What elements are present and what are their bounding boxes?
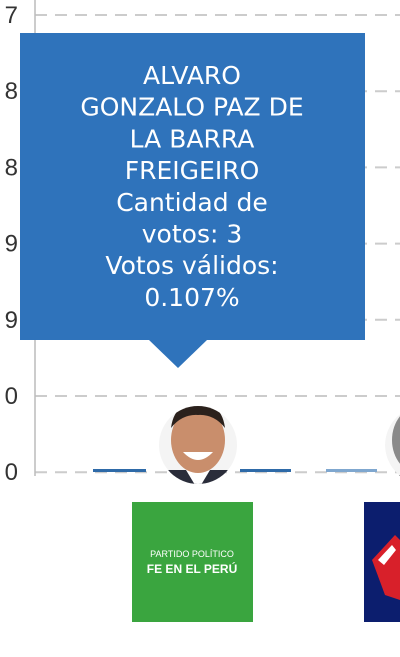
party-logo: [132, 502, 253, 622]
axis-label: 9: [5, 307, 18, 334]
tooltip-text: ALVARO: [143, 61, 241, 90]
tooltip-text: LA BARRA: [130, 124, 255, 153]
bar: [240, 469, 291, 472]
tooltip-box: [20, 33, 365, 368]
party-logo: [364, 502, 400, 622]
axis-label: 9: [5, 231, 18, 258]
axis-label: 8: [5, 78, 18, 105]
tooltip-text: 0.107%: [144, 283, 239, 312]
candidate-photo: [159, 406, 237, 484]
tooltip-text: Cantidad de: [116, 188, 268, 217]
logo-text: PARTIDO POLÍTICO: [150, 549, 234, 559]
axis-label: 0: [5, 383, 18, 410]
bar: [326, 469, 377, 472]
axis-label: 7: [5, 2, 18, 29]
axis-label: 8: [5, 154, 18, 181]
tooltip-text: Votos válidos:: [105, 251, 278, 280]
tooltip-text: GONZALO PAZ DE: [80, 93, 303, 122]
tooltip-text: FREIGEIRO: [125, 156, 260, 185]
axis-label: 0: [5, 459, 18, 486]
bar: [93, 469, 146, 472]
candidate-photo: [385, 406, 400, 484]
tooltip-text: votos: 3: [142, 220, 243, 249]
logo-text: FE EN EL PERÚ: [147, 561, 237, 576]
